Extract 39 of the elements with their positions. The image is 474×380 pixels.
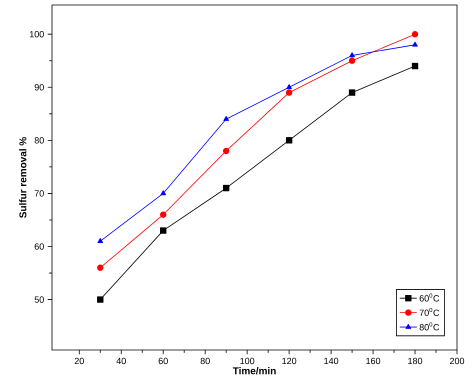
y-tick-label: 100	[30, 31, 44, 38]
point	[222, 148, 230, 154]
x-axis-title: Time/min	[232, 366, 276, 374]
legend-label: 70$^{0}$C	[420, 308, 440, 316]
point	[348, 58, 356, 64]
point	[97, 264, 104, 271]
y-tick-label: 70	[34, 190, 44, 197]
point	[223, 116, 229, 121]
x-tick-label: 60	[158, 358, 168, 364]
point	[97, 238, 104, 243]
y-axis-title: Sulfur removal %	[19, 137, 26, 218]
point	[222, 184, 230, 192]
point	[286, 84, 292, 90]
x-tick-label: 200	[450, 358, 464, 364]
x-tick-label: 160	[366, 358, 380, 364]
point	[348, 89, 356, 96]
x-tick-label: 40	[116, 358, 126, 364]
legend-label: 60$^{0}$C	[420, 293, 440, 302]
legend-label: 80$^{0}$C	[420, 322, 440, 330]
x-tick-label: 100	[240, 358, 254, 364]
point	[412, 62, 418, 70]
y-tick-label: 60	[34, 243, 44, 250]
x-tick-label: 140	[324, 358, 338, 364]
point	[412, 31, 418, 38]
x-tick-label: 120	[282, 358, 296, 364]
x-tick-label: 20	[74, 358, 84, 364]
point	[412, 42, 418, 47]
point	[160, 190, 166, 196]
y-tick-label: 80	[34, 137, 44, 144]
x-tick-label: 180	[408, 358, 422, 364]
x-tick-label: 80	[200, 358, 210, 364]
y-tick-label: 50	[34, 296, 44, 303]
y-tick-label: 90	[34, 84, 44, 90]
point	[286, 89, 292, 96]
point	[160, 211, 166, 218]
point	[286, 137, 292, 144]
point	[97, 296, 104, 303]
point	[349, 52, 355, 58]
point	[160, 227, 166, 234]
